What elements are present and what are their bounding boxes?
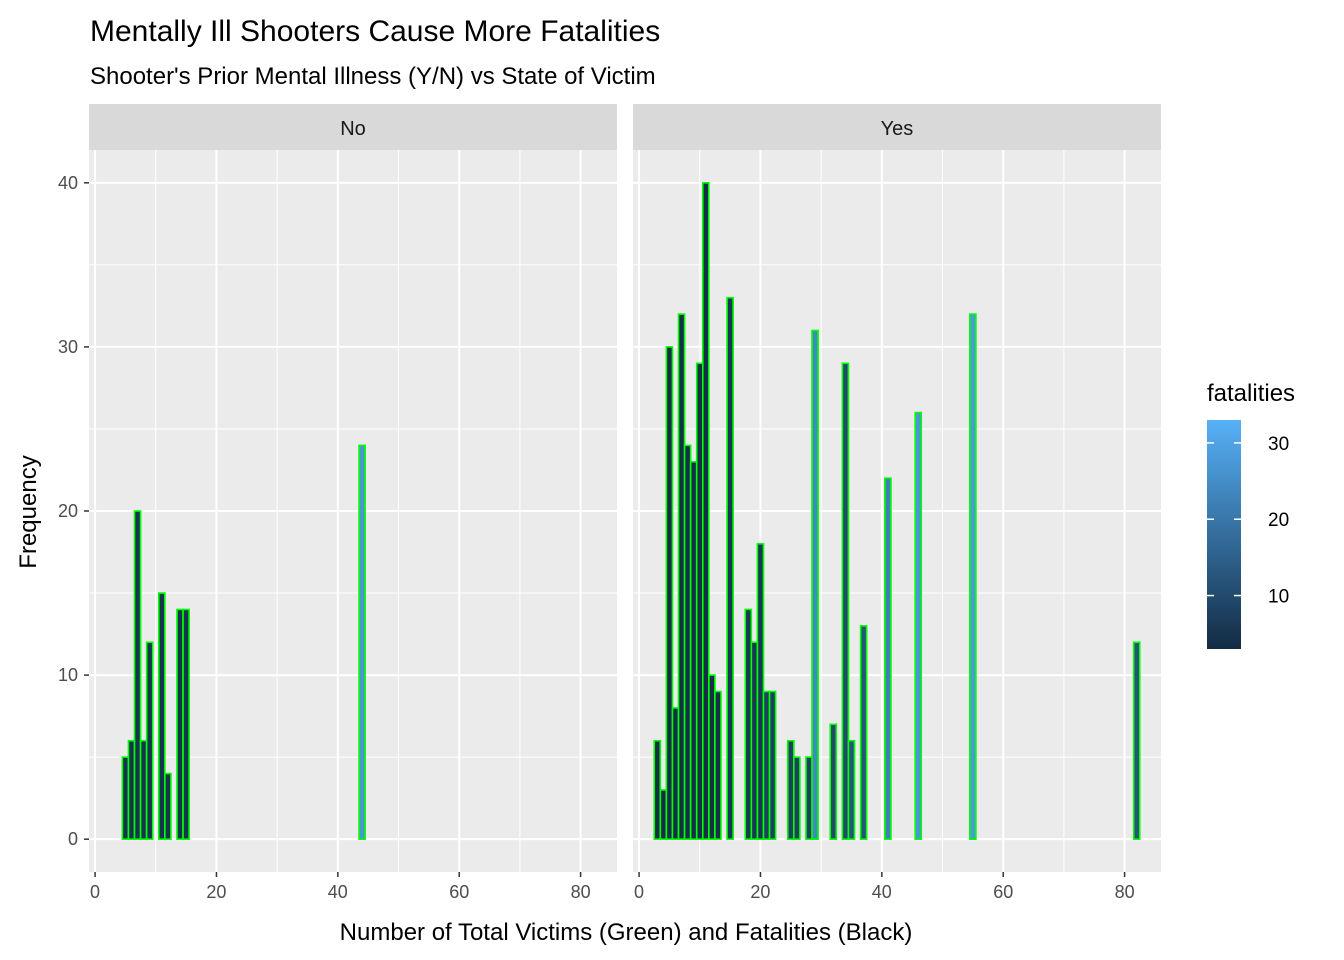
color-legend: fatalities 10 20 30 (1207, 380, 1295, 649)
chart-subtitle: Shooter's Prior Mental Illness (Y/N) vs … (90, 63, 656, 90)
facet-panel-no: No 0 20 40 60 80 (89, 104, 617, 902)
histogram-bar (127, 739, 136, 840)
facet-strip (633, 104, 1161, 150)
legend-tick-label: 20 (1268, 510, 1289, 531)
x-tick-label: 0 (90, 882, 100, 902)
histogram-bar (145, 641, 154, 840)
histogram-bar (182, 608, 190, 840)
histogram-bar (665, 346, 674, 840)
histogram-bar (121, 756, 130, 840)
histogram-bar (847, 739, 856, 840)
y-tick-label: 0 (68, 829, 78, 849)
histogram-bar (695, 362, 704, 840)
histogram-bar (884, 477, 892, 840)
gridlines (89, 150, 617, 872)
histogram-bar (750, 641, 759, 840)
x-tick-label: 40 (872, 882, 892, 902)
histogram-bar (768, 690, 777, 840)
histogram-bar (756, 543, 765, 840)
y-axis: 0 10 20 30 40 (58, 173, 89, 849)
x-axis-title: Number of Total Victims (Green) and Fata… (340, 919, 913, 946)
histogram-bar (829, 723, 838, 840)
x-tick-label: 20 (206, 882, 226, 902)
histogram-bar (659, 789, 668, 840)
x-tick-label: 40 (328, 882, 348, 902)
histogram-bar (653, 739, 662, 840)
histogram-bar (176, 608, 184, 840)
histogram-bar (677, 313, 686, 840)
histogram-bar (786, 739, 795, 840)
histogram-bar (744, 608, 753, 840)
legend-title: fatalities (1207, 380, 1295, 407)
chart-title: Mentally Ill Shooters Cause More Fatalit… (90, 15, 660, 48)
legend-tick-label: 10 (1268, 587, 1289, 608)
histogram-bar (714, 690, 722, 840)
y-tick-label: 20 (58, 501, 78, 521)
x-tick-label: 0 (634, 882, 644, 902)
histogram-bar (726, 296, 734, 840)
histogram-bar (762, 690, 771, 840)
x-axis-ticks: 0 20 40 60 80 (634, 872, 1135, 902)
facet-strip (89, 104, 617, 150)
y-axis-title: Frequency (15, 455, 42, 568)
y-tick-label: 40 (58, 173, 78, 193)
x-axis-ticks: 0 20 40 60 80 (90, 872, 591, 902)
histogram-bar (841, 362, 850, 840)
facet-strip-label: No (340, 118, 366, 140)
histogram-bar (859, 625, 868, 840)
histogram-bar (157, 592, 166, 840)
x-tick-label: 60 (449, 882, 469, 902)
y-tick-label: 30 (58, 337, 78, 357)
histogram-bar (689, 460, 698, 840)
bars (121, 444, 366, 840)
histogram-bar (805, 756, 813, 840)
histogram-bar (708, 674, 716, 840)
histogram-bar (139, 739, 148, 840)
facet-panel-yes: Yes 0 20 40 60 80 (633, 104, 1161, 902)
histogram-bar (683, 444, 692, 840)
legend-tick-label: 30 (1268, 434, 1289, 455)
facet-panels: No 0 20 40 60 80 Yes 0 20 40 60 80 (89, 104, 1161, 902)
x-tick-label: 60 (993, 882, 1013, 902)
histogram-bar (358, 444, 366, 840)
facet-strip-label: Yes (881, 118, 914, 140)
histogram-bar (1132, 641, 1141, 840)
x-tick-label: 80 (1115, 882, 1135, 902)
histogram-bar (164, 772, 172, 840)
histogram-bar (133, 510, 142, 840)
x-tick-label: 80 (571, 882, 591, 902)
bars (653, 182, 1141, 840)
histogram-bar (969, 313, 977, 840)
histogram-bar (671, 707, 680, 840)
legend-colorbar (1207, 420, 1241, 649)
histogram-bar (793, 756, 801, 840)
histogram-bar (811, 329, 819, 840)
histogram-bar (701, 182, 710, 840)
legend-ticks: 10 20 30 (1207, 434, 1289, 608)
x-tick-label: 20 (750, 882, 770, 902)
y-tick-label: 10 (58, 665, 78, 685)
histogram-bar (914, 411, 923, 840)
